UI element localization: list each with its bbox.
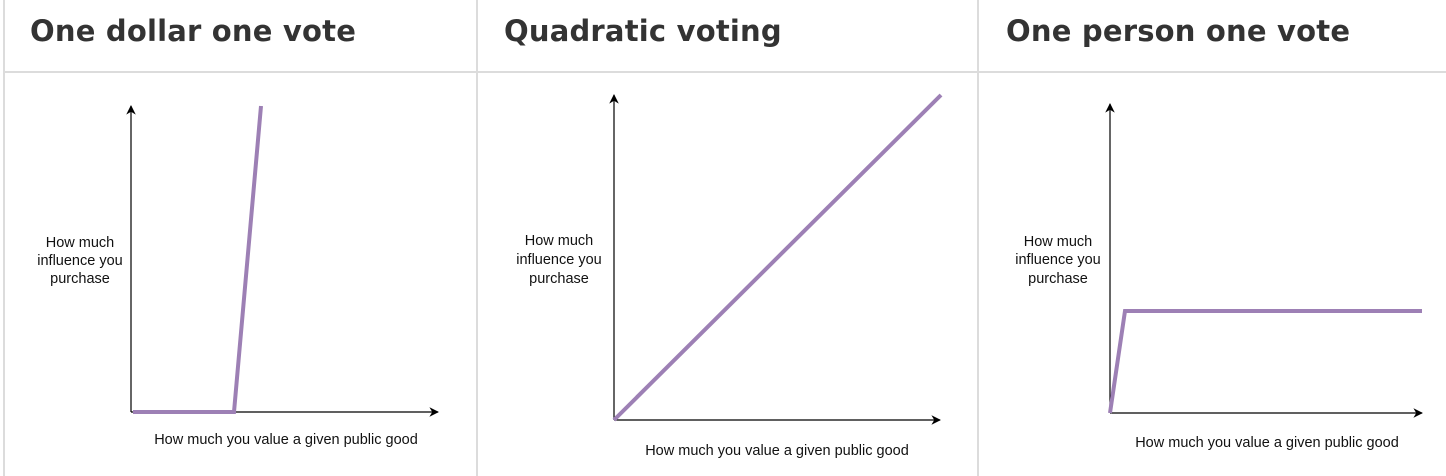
diagram-one-dollar-one-vote: How much influence you purchase How much… <box>37 105 439 448</box>
y-axis-label-line: How much <box>1024 234 1093 250</box>
column-title-one-dollar-one-vote: One dollar one vote <box>30 14 357 48</box>
x-axis-label: How much you value a given public good <box>154 432 418 448</box>
y-axis-label-line: How much <box>46 235 115 251</box>
influence-curve <box>133 105 263 414</box>
y-axis-label-line: influence you <box>516 252 601 268</box>
diagram-quadratic-voting: How much influence you purchase How much… <box>516 93 943 459</box>
y-axis-label-line: influence you <box>1015 252 1100 268</box>
column-divider <box>977 0 979 476</box>
y-axis-label-line: purchase <box>50 271 110 287</box>
column-title-quadratic-voting: Quadratic voting <box>504 14 782 48</box>
comparison-table <box>3 0 1446 476</box>
header-divider <box>3 71 1446 73</box>
x-axis-label: How much you value a given public good <box>1135 435 1399 451</box>
y-axis-label-line: How much <box>525 233 594 249</box>
diagram-one-person-one-vote: How much influence you purchase How much… <box>1015 103 1423 451</box>
influence-curve <box>612 93 943 422</box>
column-title-one-person-one-vote: One person one vote <box>1006 14 1351 48</box>
y-axis-label-line: purchase <box>1028 271 1088 287</box>
column-divider <box>476 0 478 476</box>
y-axis-label-line: purchase <box>529 271 589 287</box>
influence-curve <box>1108 309 1422 414</box>
y-axis-label-line: influence you <box>37 253 122 269</box>
x-axis-label: How much you value a given public good <box>645 443 909 459</box>
